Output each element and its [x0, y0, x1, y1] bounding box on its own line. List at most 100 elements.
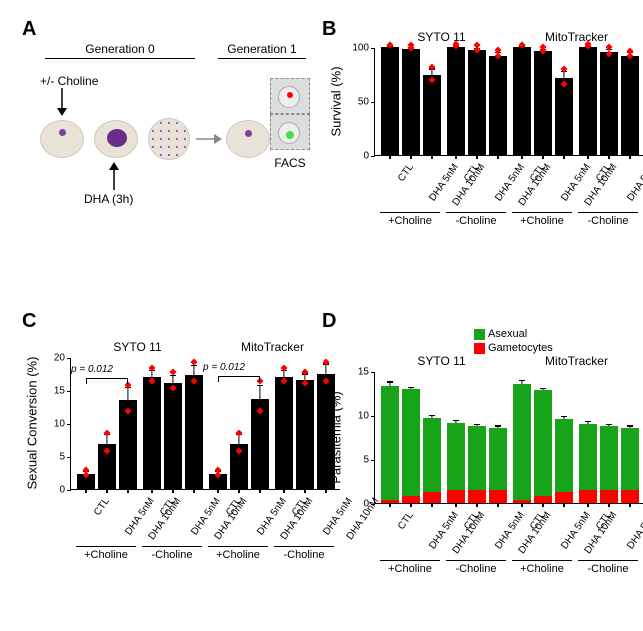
bar-gametocytes [402, 496, 420, 503]
y-axis-title: Survival (%) [329, 48, 344, 156]
bar [143, 377, 161, 489]
error-cap [474, 424, 480, 425]
bar-gametocytes [534, 496, 552, 503]
significance-bracket [218, 376, 260, 382]
bar-gametocytes [621, 490, 639, 503]
group-label: -Choline [578, 215, 638, 227]
x-tick [325, 489, 327, 493]
panel-d-label: D [322, 310, 336, 333]
bar-asexual [600, 426, 618, 489]
group-underline [578, 560, 638, 561]
x-tick [542, 503, 544, 507]
group-label: -Choline [446, 215, 506, 227]
x-tick [563, 503, 565, 507]
legend-item: Asexual [474, 328, 527, 340]
bar-asexual [621, 428, 639, 490]
stacked-bar [621, 428, 639, 503]
stacked-bar [489, 428, 507, 503]
chart-subtitle: MitoTracker [205, 340, 340, 354]
data-point [235, 429, 242, 436]
x-tick [217, 489, 219, 493]
bar [164, 383, 182, 489]
facs-green-dot [286, 131, 294, 139]
facs-red-dot [287, 92, 293, 98]
bar [402, 49, 420, 155]
x-tick [608, 503, 610, 507]
y-tick-label: 10 [358, 411, 375, 422]
group-label: -Choline [274, 549, 334, 561]
bar-gametocytes [447, 490, 465, 503]
x-tick [172, 489, 174, 493]
troph-nucleus [107, 129, 127, 147]
facs-label: FACS [270, 156, 310, 170]
bar-gametocytes [600, 490, 618, 503]
bar [381, 47, 399, 155]
chart-subtitle: SYTO 11 [374, 30, 509, 44]
bar [600, 52, 618, 155]
x-tick [127, 489, 129, 493]
x-tick-label: DHA 5nM [625, 162, 643, 203]
error-bar [193, 365, 194, 375]
bar [296, 380, 314, 489]
significance-label: p = 0.012 [203, 362, 245, 373]
group-underline [446, 212, 506, 213]
x-tick [389, 155, 391, 159]
x-tick [431, 155, 433, 159]
error-bar [172, 375, 173, 384]
legend-label: Gametocytes [488, 342, 553, 354]
x-tick [304, 489, 306, 493]
panel-c-label: C [22, 310, 36, 333]
facs-box-1 [270, 78, 310, 114]
bar [555, 78, 573, 155]
data-point [103, 429, 110, 436]
x-tick [521, 503, 523, 507]
error-cap [257, 385, 263, 386]
x-tick [587, 155, 589, 159]
error-cap [495, 425, 501, 426]
stacked-bar [447, 423, 465, 503]
x-tick-label: CTL [396, 510, 416, 532]
bar [185, 375, 203, 489]
legend-label: Asexual [488, 328, 527, 340]
bar-gametocytes [555, 492, 573, 503]
legend-swatch [474, 329, 485, 340]
gen1-underline [218, 58, 306, 59]
x-tick [542, 155, 544, 159]
panel-a: Generation 0 Generation 1 +/- Choline DH… [40, 38, 320, 248]
y-tick-label: 15 [358, 367, 375, 378]
error-cap [408, 387, 414, 388]
stacked-bar [402, 389, 420, 503]
chart-area: 051015CTLDHA 5nMDHA 10nMCTLDHA 5nMDHA 10… [374, 372, 643, 504]
bar [579, 47, 597, 155]
y-tick-label: 0 [363, 151, 375, 162]
x-tick [389, 503, 391, 507]
x-tick [587, 503, 589, 507]
bar-asexual [402, 389, 420, 495]
group-label: +Choline [76, 549, 136, 561]
x-tick [151, 489, 153, 493]
arrow-dha-icon [108, 162, 120, 190]
error-cap [561, 416, 567, 417]
cell-ring [40, 120, 84, 158]
bar [468, 50, 486, 155]
bar [513, 47, 531, 155]
significance-label: p = 0.012 [71, 364, 113, 375]
x-tick [497, 503, 499, 507]
y-tick-label: 15 [54, 386, 71, 397]
bar-asexual [423, 418, 441, 492]
x-tick [259, 489, 261, 493]
bar-asexual [579, 424, 597, 490]
chart-area: 05101520CTLDHA 5nMDHA 10nMp = 0.012CTLDH… [70, 358, 340, 490]
bar-asexual [534, 390, 552, 496]
bar-gametocytes [513, 500, 531, 503]
stacked-bar [600, 426, 618, 503]
bar [275, 377, 293, 489]
panel-b: Survival (%)SYTO 11MitoTracker050100CTLD… [346, 28, 643, 256]
chart-subtitle: SYTO 11 [374, 354, 509, 368]
error-cap [540, 388, 546, 389]
x-tick [106, 489, 108, 493]
x-tick [497, 155, 499, 159]
bar-asexual [513, 384, 531, 500]
group-label: +Choline [208, 549, 268, 561]
bar-asexual [555, 419, 573, 492]
